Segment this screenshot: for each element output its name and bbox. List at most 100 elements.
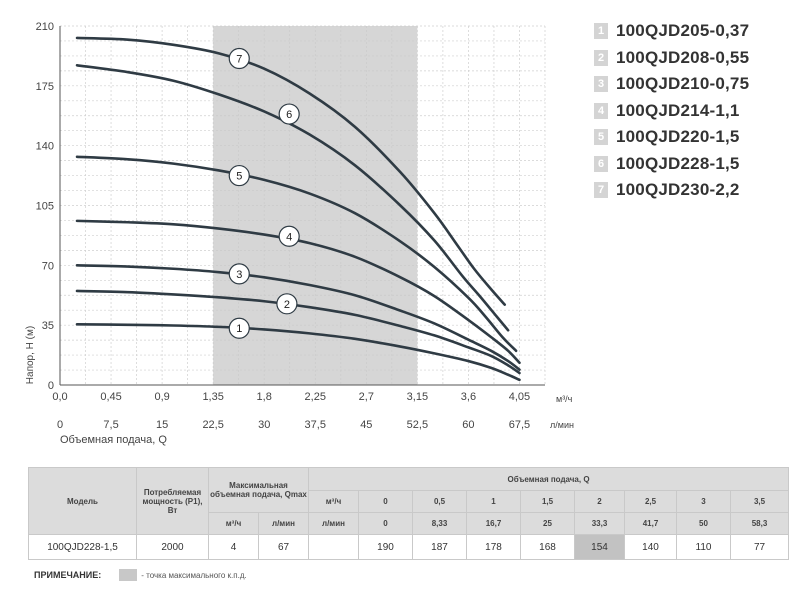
legend-item: 1 100QJD205-0,37: [594, 18, 794, 45]
flow-lmin-cell: 50: [676, 512, 731, 535]
y-tick-label: 0: [48, 380, 54, 392]
cell-power: 2000: [136, 534, 209, 560]
y-axis-label: Напор, Н (м): [25, 326, 36, 384]
series-line-3: [75, 264, 521, 371]
header-flow-unit-lmin: л/мин: [308, 512, 359, 535]
series-line-7: [75, 36, 507, 306]
curve-label-circle: [228, 47, 250, 70]
x-tick-label-lmin: 52,5: [407, 419, 428, 431]
cell-qmax-lmin: 67: [258, 534, 309, 560]
cell-head: 77: [729, 534, 790, 560]
y-tick-label: 35: [42, 320, 54, 332]
series-line-6: [75, 64, 510, 332]
header-qmax: Максимальная объемная подача, Qmax: [208, 467, 309, 513]
x-tick-label-m3h: 0,9: [154, 391, 169, 403]
chart-series: [75, 36, 521, 382]
curve-label-2: 2: [284, 299, 290, 311]
y-tick-label: 210: [36, 21, 54, 33]
cell-head: 190: [358, 534, 413, 560]
header-flow-unit-m3h: м³/ч: [308, 490, 359, 513]
curve-label-7: 7: [236, 53, 242, 65]
x-tick-label-lmin: 7,5: [103, 419, 118, 431]
legend-model: 100QJD214-1,1: [616, 100, 740, 120]
x-tick-label-m3h: 3,6: [461, 391, 476, 403]
legend-item: 3 100QJD210-0,75: [594, 71, 794, 98]
curve-label-circle: [228, 164, 250, 187]
cell-head-max-efficiency: 154: [574, 534, 625, 560]
legend-item: 2 100QJD208-0,55: [594, 45, 794, 72]
legend-model: 100QJD205-0,37: [616, 21, 750, 41]
curve-label-5: 5: [236, 171, 242, 183]
cell-head: 187: [412, 534, 467, 560]
curve-label-circle: [278, 103, 300, 125]
x-tick-label-m3h: 0,0: [52, 391, 67, 403]
flow-lmin-cell: 0: [358, 512, 413, 535]
series-line-2: [75, 289, 521, 375]
curve-label-3: 3: [236, 269, 242, 281]
cell-qmax-m3h: 4: [208, 534, 259, 560]
legend-number: 4: [594, 102, 608, 119]
series-line-5: [75, 155, 518, 353]
legend-model: 100QJD230-2,2: [616, 180, 740, 200]
x-tick-label-m3h: 4,05: [509, 391, 530, 403]
x-tick-label-lmin: 22,5: [202, 419, 223, 431]
legend-number: 1: [594, 23, 608, 40]
curve-labels: 1 2 3 4 5 6 7: [228, 47, 300, 339]
curve-label-circle: [276, 293, 298, 315]
cell-head: 110: [676, 534, 731, 560]
cell-model: 100QJD228-1,5: [28, 534, 137, 560]
legend-number: 2: [594, 49, 608, 66]
legend-number: 6: [594, 155, 608, 172]
legend-model: 100QJD220-1,5: [616, 127, 740, 147]
header-model: Модель: [28, 467, 137, 535]
x-tick-label-lmin: 67,5: [509, 419, 530, 431]
x-tick-label-lmin: 0: [57, 419, 63, 431]
y-tick-label: 140: [36, 141, 54, 153]
y-tick-label: 70: [42, 260, 54, 272]
flow-lmin-cell: 41,7: [624, 512, 677, 535]
performance-table-wrap: Модель Потребляемая мощность (P1), Вт Ма…: [28, 467, 790, 560]
legend-item: 5 100QJD220-1,5: [594, 124, 794, 151]
flow-m3h-cell: 0: [358, 490, 413, 513]
flow-lmin-cell: 8,33: [412, 512, 467, 535]
cell-head: 178: [466, 534, 521, 560]
x-tick-label-m3h: 3,15: [407, 391, 428, 403]
flow-lmin-cell: 33,3: [574, 512, 625, 535]
legend-item: 7 100QJD230-2,2: [594, 177, 794, 204]
chart-axes: [59, 26, 545, 386]
series-line-1: [75, 323, 521, 382]
x-axis-label: Объемная подача, Q: [60, 434, 167, 446]
x-tick-label-m3h: 2,7: [359, 391, 374, 403]
curve-label-1: 1: [236, 323, 242, 335]
cell-empty: [308, 534, 359, 560]
header-power: Потребляемая мощность (P1), Вт: [136, 467, 209, 535]
max-efficiency-swatch: [119, 569, 138, 581]
x-tick-label-m3h: 1,8: [257, 391, 272, 403]
model-legend: 1 100QJD205-0,37 2 100QJD208-0,55 3 100QJD2…: [594, 18, 794, 204]
note-text: - точка максимального к.п.д.: [141, 570, 247, 580]
x-tick-label-lmin: 15: [156, 419, 168, 431]
cell-head: 140: [624, 534, 677, 560]
x-tick-label-m3h: 0,45: [100, 391, 121, 403]
x-unit-lmin: л/мин: [550, 420, 574, 430]
curve-label-circle: [228, 263, 250, 285]
flow-m3h-cell: 3: [676, 490, 731, 513]
legend-number: 7: [594, 182, 608, 199]
x-tick-label-lmin: 60: [462, 419, 474, 431]
flow-m3h-cell: 1,5: [520, 490, 575, 513]
performance-table: Модель Потребляемая мощность (P1), Вт Ма…: [28, 467, 790, 560]
curve-label-circle: [278, 225, 300, 247]
flow-lmin-cell: 58,3: [729, 512, 790, 535]
flow-lmin-cell: 25: [520, 512, 575, 535]
legend-model: 100QJD210-0,75: [616, 74, 750, 94]
table-row: 100QJD228-1,5 2000 4 67 190 187 178 168 …: [28, 534, 790, 560]
header-flow: Объемная подача, Q: [307, 467, 790, 491]
curve-label-6: 6: [286, 109, 292, 121]
legend-item: 4 100QJD214-1,1: [594, 98, 794, 125]
curve-label-circle: [228, 317, 250, 339]
flow-m3h-cell: 3,5: [729, 490, 790, 513]
header-qmax-lmin: л/мин: [258, 512, 309, 535]
legend-number: 3: [594, 76, 608, 93]
